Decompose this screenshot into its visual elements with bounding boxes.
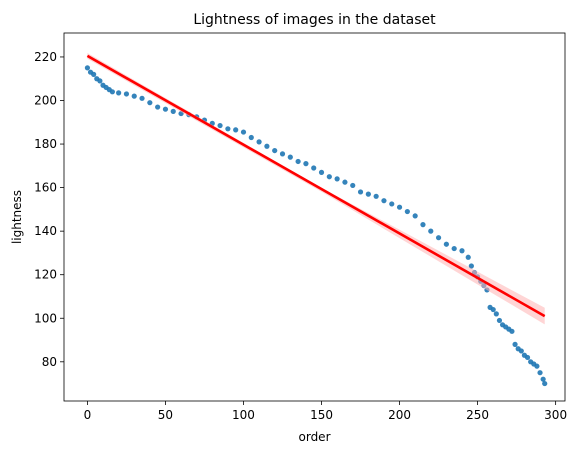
y-tick-label: 100: [34, 311, 57, 325]
scatter-point: [225, 126, 231, 132]
scatter-point: [381, 198, 387, 204]
x-tick-label: 50: [158, 408, 173, 422]
scatter-point: [264, 143, 270, 149]
scatter-point: [170, 108, 176, 114]
scatter-point: [217, 122, 223, 129]
scatter-point: [342, 179, 348, 185]
x-axis-title: order: [299, 430, 331, 444]
scatter-point: [534, 363, 540, 369]
chart-marks: [84, 53, 548, 387]
scatter-point: [428, 228, 434, 234]
scatter-point: [518, 348, 524, 354]
scatter-point: [240, 129, 247, 135]
scatter-point: [109, 89, 115, 95]
x-tick-label: 0: [84, 408, 92, 422]
scatter-point: [396, 204, 403, 210]
x-tick-label: 100: [232, 408, 255, 422]
scatter-point: [233, 127, 239, 133]
scatter-point: [490, 306, 496, 313]
scatter-point: [116, 90, 122, 96]
chart-title: Lightness of images in the dataset: [193, 12, 436, 28]
scatter-point: [91, 71, 97, 77]
scatter-point: [451, 245, 457, 252]
scatter-point: [537, 370, 543, 376]
scatter-point: [357, 189, 364, 195]
axes-frame: [63, 32, 566, 402]
scatter-point: [303, 161, 309, 167]
scatter-point: [350, 182, 356, 189]
scatter-point: [318, 169, 325, 175]
x-tick-label: 300: [544, 408, 567, 422]
scatter-point: [412, 213, 418, 219]
scatter-point: [326, 174, 332, 180]
scatter-point: [131, 93, 137, 99]
scatter-point: [373, 193, 379, 199]
scatter-point: [279, 151, 286, 157]
y-tick-label: 200: [34, 94, 57, 108]
scatter-point: [248, 134, 254, 141]
scatter-point: [334, 176, 340, 182]
scatter-point: [524, 354, 531, 361]
y-tick-label: 220: [34, 50, 57, 64]
scatter-point: [496, 317, 503, 324]
scatter-point: [365, 191, 371, 197]
y-tick-label: 160: [34, 181, 57, 195]
scatter-point: [311, 165, 317, 171]
scatter-point: [443, 241, 449, 247]
scatter-point: [84, 65, 91, 71]
scatter-point: [272, 147, 278, 154]
x-tick-label: 250: [466, 408, 489, 422]
y-tick-label: 180: [34, 137, 57, 151]
scatter-point: [256, 139, 262, 145]
scatter-point: [509, 328, 515, 334]
x-tick-label: 200: [388, 408, 411, 422]
scatter-point: [97, 78, 103, 84]
scatter-point: [493, 311, 499, 317]
scatter-point: [295, 158, 301, 165]
scatter-point: [512, 341, 518, 347]
y-axis-ticks: 80 100 120 140 160 180 200 220: [34, 50, 64, 369]
scatter-point: [287, 154, 293, 160]
x-axis-ticks: 0 50 100 150 200 250 300: [84, 401, 567, 422]
scatter-point: [123, 91, 130, 97]
y-tick-label: 80: [42, 355, 57, 369]
scatter-point: [465, 254, 471, 260]
scatter-point: [139, 95, 145, 101]
scatter-point: [435, 235, 442, 241]
scatter-point: [404, 208, 410, 215]
scatter-point: [389, 201, 395, 207]
y-tick-label: 120: [34, 268, 57, 282]
x-tick-label: 150: [310, 408, 333, 422]
scatter-point: [468, 263, 474, 269]
scatter-point: [420, 222, 426, 228]
scatter-point: [459, 248, 465, 254]
y-tick-label: 140: [34, 224, 57, 238]
y-axis-title: lightness: [10, 190, 24, 244]
scatter-point: [162, 106, 169, 112]
regression-line: [86, 54, 546, 318]
scatter-point: [542, 380, 548, 387]
scatter-point: [155, 104, 161, 110]
scatter-point: [540, 376, 546, 382]
scatter-point: [147, 100, 153, 106]
